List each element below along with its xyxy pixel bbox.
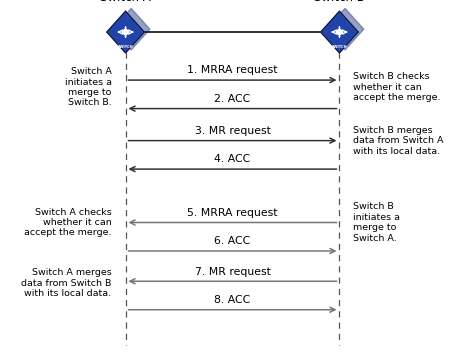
Text: Switch B checks
whether it can
accept the merge.: Switch B checks whether it can accept th… <box>353 72 441 102</box>
Text: 5. MRRA request: 5. MRRA request <box>187 208 278 218</box>
Polygon shape <box>113 8 150 50</box>
Text: 6. ACC: 6. ACC <box>214 236 251 246</box>
Text: 8. ACC: 8. ACC <box>214 295 251 305</box>
Text: Switch A: Switch A <box>100 0 151 4</box>
Text: Switch B merges
data from Switch A
with its local data.: Switch B merges data from Switch A with … <box>353 126 444 156</box>
Polygon shape <box>326 8 364 50</box>
Text: 2. ACC: 2. ACC <box>214 94 251 104</box>
Text: SWITCH: SWITCH <box>332 45 347 49</box>
Text: Switch B: Switch B <box>314 0 365 4</box>
Text: 4. ACC: 4. ACC <box>214 155 251 164</box>
Text: Switch A merges
data from Switch B
with its local data.: Switch A merges data from Switch B with … <box>21 268 112 298</box>
Circle shape <box>337 30 342 35</box>
Text: 7. MR request: 7. MR request <box>194 267 271 277</box>
Circle shape <box>123 30 128 35</box>
Text: Switch A checks
whether it can
accept the merge.: Switch A checks whether it can accept th… <box>24 208 112 237</box>
Text: 3. MR request: 3. MR request <box>194 126 271 136</box>
Text: 1. MRRA request: 1. MRRA request <box>187 66 278 75</box>
Polygon shape <box>107 11 144 53</box>
Text: Switch B
initiates a
merge to
Switch A.: Switch B initiates a merge to Switch A. <box>353 203 400 242</box>
Polygon shape <box>321 11 358 53</box>
Text: Switch A
initiates a
merge to
Switch B.: Switch A initiates a merge to Switch B. <box>65 67 112 107</box>
Text: SWITCH: SWITCH <box>118 45 133 49</box>
